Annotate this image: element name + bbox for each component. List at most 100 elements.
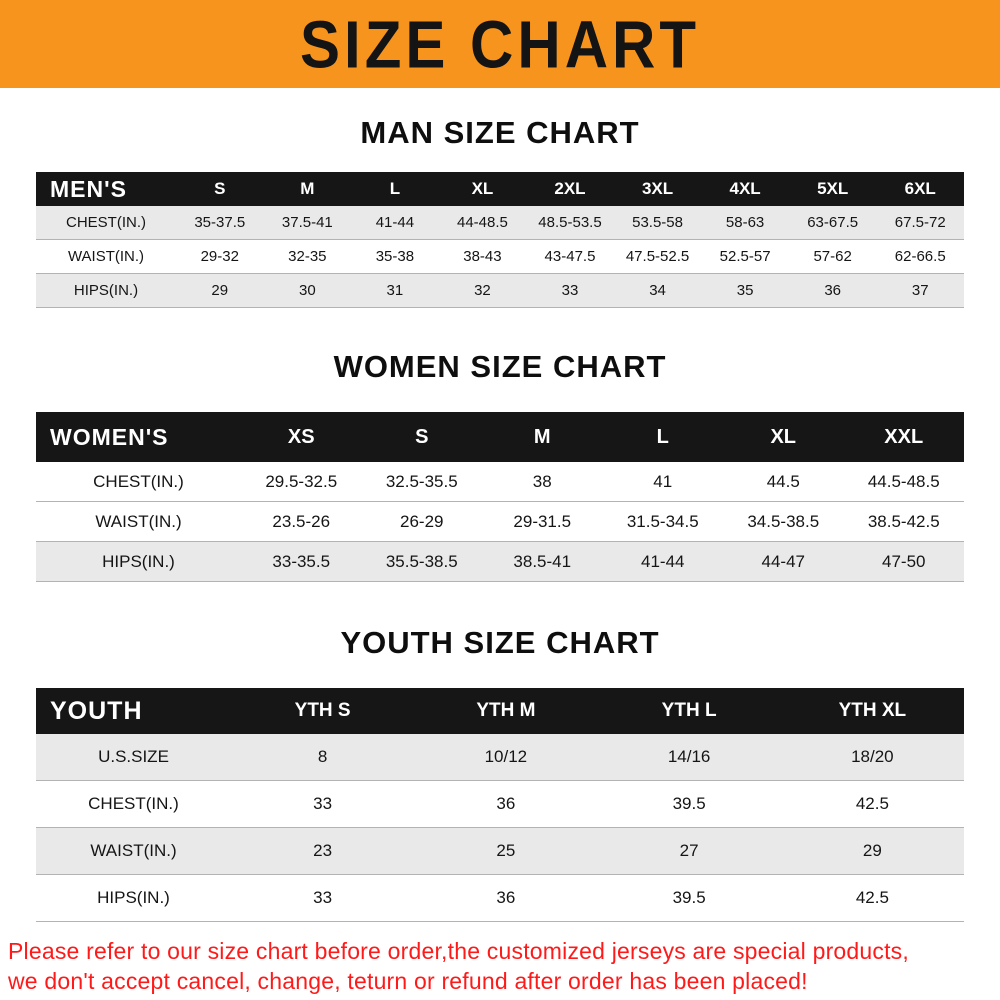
data-cell: 44.5 (723, 462, 844, 502)
data-cell: 44-48.5 (438, 206, 527, 240)
data-cell: 36 (414, 781, 598, 828)
data-cell: 35.5-38.5 (361, 542, 482, 582)
data-cell: 41 (602, 462, 723, 502)
row-label-cell: CHEST(IN.) (36, 781, 231, 828)
size-header-cell: M (482, 412, 603, 462)
data-cell: 23.5-26 (241, 502, 362, 542)
data-cell: 42.5 (780, 781, 964, 828)
data-cell: 29 (780, 828, 964, 875)
data-cell: 31.5-34.5 (602, 502, 723, 542)
page-title: SIZE CHART (300, 6, 700, 82)
size-header-cell: YTH L (597, 688, 781, 734)
data-cell: 39.5 (597, 781, 781, 828)
data-cell: 36 (414, 875, 598, 922)
data-cell: 30 (263, 274, 352, 308)
table-title-cell: MEN'S (36, 172, 176, 206)
row-label-cell: U.S.SIZE (36, 734, 231, 781)
section-youth: YOUTH SIZE CHART YOUTH YTH S YTH M YTH L YTH… (0, 582, 1000, 922)
size-header-cell: YTH XL (780, 688, 964, 734)
size-header-cell: YTH S (231, 688, 415, 734)
men-size-table: MEN'S S M L XL 2XL 3XL 4XL 5XL 6XL CHEST(IN.) 35-37… (36, 172, 964, 308)
table-title-cell: WOMEN'S (36, 412, 241, 462)
row-label-cell: WAIST(IN.) (36, 240, 176, 274)
size-header-cell: L (351, 172, 439, 206)
data-cell: 26-29 (361, 502, 482, 542)
data-cell: 35-37.5 (176, 206, 264, 240)
data-cell: 32.5-35.5 (361, 462, 482, 502)
data-cell: 37 (876, 274, 964, 308)
data-cell: 42.5 (780, 875, 964, 922)
data-cell: 27 (597, 828, 781, 875)
size-header-cell: S (361, 412, 482, 462)
notice-line-2: we don't accept cancel, change, teturn o… (8, 968, 808, 995)
data-cell: 43-47.5 (526, 240, 614, 274)
data-cell: 29 (176, 274, 264, 308)
data-cell: 67.5-72 (876, 206, 964, 240)
data-cell: 38.5-42.5 (843, 502, 964, 542)
size-header-cell: M (263, 172, 352, 206)
data-cell: 35-38 (351, 240, 439, 274)
data-cell: 63-67.5 (788, 206, 877, 240)
data-cell: 33 (526, 274, 614, 308)
data-cell: 38.5-41 (482, 542, 603, 582)
data-cell: 62-66.5 (876, 240, 964, 274)
data-cell: 38 (482, 462, 603, 502)
notice-line-1: Please refer to our size chart before or… (8, 938, 909, 964)
size-header-cell: 4XL (701, 172, 789, 206)
data-cell: 57-62 (788, 240, 877, 274)
data-cell: 31 (351, 274, 439, 308)
size-header-cell: S (176, 172, 264, 206)
data-cell: 47.5-52.5 (613, 240, 702, 274)
data-cell: 41-44 (351, 206, 439, 240)
size-header-cell: 5XL (788, 172, 877, 206)
data-cell: 33-35.5 (241, 542, 362, 582)
row-label-cell: CHEST(IN.) (36, 462, 241, 502)
data-cell: 38-43 (438, 240, 527, 274)
data-cell: 52.5-57 (701, 240, 789, 274)
data-cell: 32 (438, 274, 527, 308)
data-cell: 29-31.5 (482, 502, 603, 542)
youth-section-heading: YOUTH SIZE CHART (340, 625, 660, 660)
size-header-cell: YTH M (414, 688, 598, 734)
data-cell: 25 (414, 828, 598, 875)
size-header-cell: XS (241, 412, 362, 462)
footer-notice: Please refer to our size chart before or… (8, 936, 992, 997)
data-cell: 18/20 (780, 734, 964, 781)
size-header-cell: L (602, 412, 723, 462)
data-cell: 14/16 (597, 734, 781, 781)
data-cell: 48.5-53.5 (526, 206, 614, 240)
size-header-cell: 2XL (526, 172, 614, 206)
data-cell: 47-50 (843, 542, 964, 582)
data-cell: 10/12 (414, 734, 598, 781)
data-cell: 23 (231, 828, 415, 875)
size-header-cell: XXL (843, 412, 964, 462)
youth-size-table: YOUTH YTH S YTH M YTH L YTH XL U.S.SIZE 8 10/12… (36, 688, 964, 922)
data-cell: 34 (613, 274, 702, 308)
row-label-cell: WAIST(IN.) (36, 502, 241, 542)
data-cell: 29.5-32.5 (241, 462, 362, 502)
size-header-cell: 3XL (613, 172, 702, 206)
data-cell: 39.5 (597, 875, 781, 922)
data-cell: 41-44 (602, 542, 723, 582)
table-title-cell: YOUTH (36, 688, 231, 734)
row-label-cell: HIPS(IN.) (36, 542, 241, 582)
data-cell: 44.5-48.5 (843, 462, 964, 502)
section-women: WOMEN SIZE CHART WOMEN'S XS S M L XL XXL CHEST(… (0, 308, 1000, 582)
data-cell: 33 (231, 875, 415, 922)
data-cell: 36 (788, 274, 877, 308)
size-header-cell: XL (438, 172, 527, 206)
data-cell: 8 (231, 734, 415, 781)
size-header-cell: XL (723, 412, 844, 462)
row-label-cell: HIPS(IN.) (36, 875, 231, 922)
women-size-table: WOMEN'S XS S M L XL XXL CHEST(IN.) 29.5-32.5 32.5… (36, 412, 964, 582)
data-cell: 58-63 (701, 206, 789, 240)
data-cell: 53.5-58 (613, 206, 702, 240)
data-cell: 37.5-41 (263, 206, 352, 240)
row-label-cell: WAIST(IN.) (36, 828, 231, 875)
men-section-heading: MAN SIZE CHART (360, 115, 640, 150)
women-section-heading: WOMEN SIZE CHART (333, 349, 667, 384)
data-cell: 34.5-38.5 (723, 502, 844, 542)
data-cell: 33 (231, 781, 415, 828)
row-label-cell: CHEST(IN.) (36, 206, 176, 240)
